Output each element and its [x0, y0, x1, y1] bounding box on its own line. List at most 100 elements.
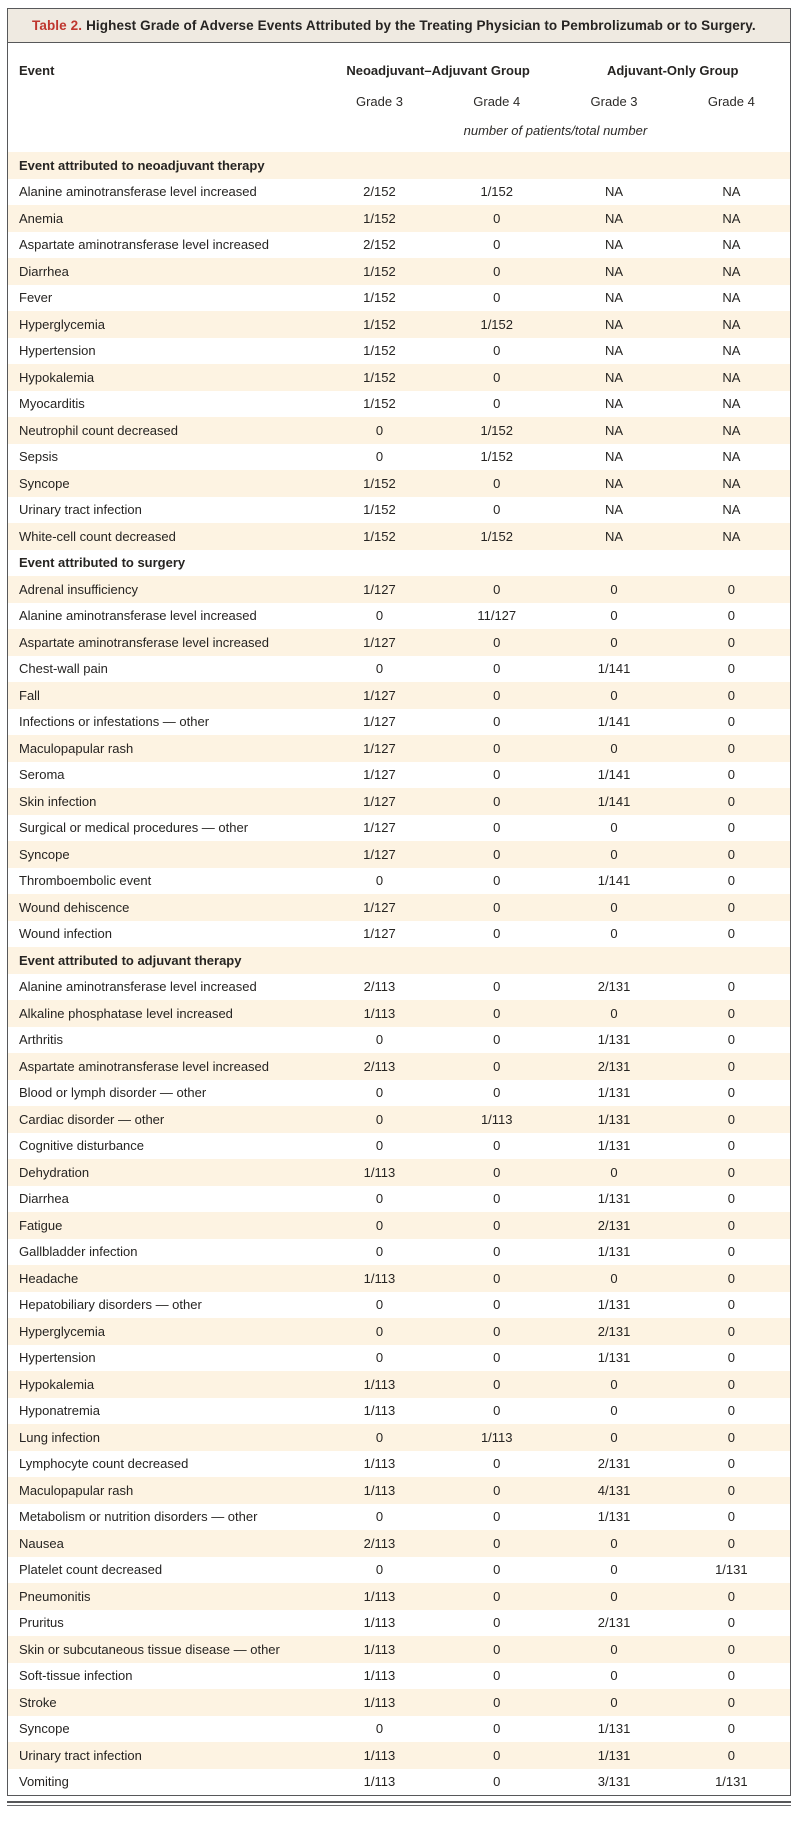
event-cell: Adrenal insufficiency: [8, 576, 321, 603]
event-cell: Diarrhea: [8, 258, 321, 285]
section-header-row: Event attributed to surgery: [8, 550, 790, 577]
value-cell: 0: [438, 1212, 556, 1239]
value-cell: 0: [438, 205, 556, 232]
value-cell: 0: [727, 1191, 735, 1207]
value-cell: 1/127: [363, 767, 396, 783]
value-cell: 2/131: [555, 1212, 673, 1239]
value-cell: 1/152: [320, 205, 439, 232]
value-cell: NA: [605, 343, 624, 359]
event-cell: Dehydration: [8, 1159, 321, 1186]
value-cell: 0: [438, 682, 556, 709]
table-row: Syncope 0 0 1/131 0: [8, 1716, 790, 1743]
table-row: Hypertension 1/152 0 NA NA: [8, 338, 790, 365]
value-cell: 0: [727, 767, 735, 783]
table-row: Nausea 2/113 0 0 0: [8, 1530, 790, 1557]
value-cell: 0: [672, 1371, 790, 1398]
value-cell: 0: [438, 258, 556, 285]
table-row: Blood or lymph disorder — other 0 0 1/131 0: [8, 1080, 790, 1107]
value-cell: 0: [555, 1265, 673, 1292]
value-cell: NA: [605, 449, 624, 465]
unit-note-row: number of patients/total number: [8, 122, 790, 152]
table-row: Urinary tract infection 1/152 0 NA NA: [8, 497, 790, 524]
section-header: Event attributed to surgery: [19, 555, 186, 571]
value-cell: 2/131: [597, 1456, 631, 1472]
value-cell: 1/127: [320, 841, 439, 868]
value-cell: NA: [672, 311, 790, 338]
value-cell: NA: [672, 258, 790, 285]
value-cell: 0: [493, 1509, 501, 1525]
value-cell: 0: [493, 1191, 501, 1207]
table-row: Urinary tract infection 1/113 0 1/131 0: [8, 1742, 790, 1769]
value-cell: 0: [727, 714, 735, 730]
value-cell: 0: [438, 629, 556, 656]
value-cell: 0: [493, 979, 501, 995]
value-cell: NA: [722, 396, 741, 412]
value-cell: 0: [375, 1138, 384, 1154]
value-cell: 1/131: [597, 1297, 631, 1313]
value-cell: NA: [605, 184, 624, 200]
table-row: Diarrhea 1/152 0 NA NA: [8, 258, 790, 285]
value-cell: 2/131: [555, 1053, 673, 1080]
value-cell: 0: [493, 926, 501, 942]
event-cell: Gallbladder infection: [19, 1244, 138, 1260]
value-cell: 0: [727, 1244, 735, 1260]
value-cell: 0: [438, 1742, 556, 1769]
event-cell: Syncope: [19, 1721, 70, 1737]
value-cell: 0: [493, 1562, 501, 1578]
event-cell: Cardiac disorder — other: [8, 1106, 321, 1133]
value-cell: NA: [555, 258, 673, 285]
table-row: Metabolism or nutrition disorders — othe…: [8, 1504, 790, 1531]
value-cell: NA: [555, 523, 673, 550]
value-cell: 0: [493, 873, 501, 889]
value-cell: 1/141: [555, 788, 673, 815]
value-cell: 0: [555, 1583, 673, 1610]
value-cell: 1/113: [320, 1583, 439, 1610]
value-cell: 1/152: [320, 311, 439, 338]
value-cell: 1/127: [320, 735, 439, 762]
event-cell: Nausea: [8, 1530, 321, 1557]
table-row: Wound infection 1/127 0 0 0: [8, 921, 790, 948]
table-row: Syncope 1/152 0 NA NA: [8, 470, 790, 497]
table-row: Maculopapular rash 1/127 0 0 0: [8, 735, 790, 762]
event-cell: Aspartate aminotransferase level increas…: [19, 237, 270, 253]
event-cell: Skin or subcutaneous tissue disease — ot…: [8, 1636, 321, 1663]
value-cell: 1/113: [320, 1000, 439, 1027]
value-cell: 0: [438, 894, 556, 921]
value-cell: 0: [727, 873, 735, 889]
value-cell: 1/152: [438, 417, 556, 444]
table-row: Hyperglycemia 0 0 2/131 0: [8, 1318, 790, 1345]
value-cell: 0: [672, 629, 790, 656]
value-cell: 0: [493, 343, 501, 359]
value-cell: 0: [672, 682, 790, 709]
table-row: Aspartate aminotransferase level increas…: [8, 1053, 790, 1080]
value-cell: 2/131: [597, 1615, 631, 1631]
value-cell: 0: [610, 926, 618, 942]
event-cell: Syncope: [8, 841, 321, 868]
table-row: Fever 1/152 0 NA NA: [8, 285, 790, 312]
event-cell: Neutrophil count decreased: [8, 417, 321, 444]
value-cell: 0: [493, 1668, 501, 1684]
value-cell: 0: [727, 661, 735, 677]
value-cell: 1/131: [555, 1742, 673, 1769]
value-cell: 0: [375, 608, 384, 624]
table-row: Headache 1/113 0 0 0: [8, 1265, 790, 1292]
table-row: Hypokalemia 1/113 0 0 0: [8, 1371, 790, 1398]
value-cell: 0: [555, 1159, 673, 1186]
value-cell: NA: [672, 364, 790, 391]
value-cell: NA: [605, 290, 624, 306]
table-2-box: Table 2. Highest Grade of Adverse Events …: [7, 8, 791, 1796]
event-cell: Hyperglycemia: [8, 311, 321, 338]
event-cell: Myocarditis: [19, 396, 85, 412]
table-row: Syncope 1/127 0 0 0: [8, 841, 790, 868]
value-cell: 2/113: [363, 979, 396, 995]
value-cell: NA: [722, 449, 741, 465]
value-cell: 1/127: [363, 820, 396, 836]
value-cell: NA: [722, 290, 741, 306]
event-cell: Fatigue: [8, 1212, 321, 1239]
table-row: Lymphocyte count decreased 1/113 0 2/131 0: [8, 1451, 790, 1478]
value-cell: 0: [493, 714, 501, 730]
table-row: Seroma 1/127 0 1/141 0: [8, 762, 790, 789]
value-cell: 0: [727, 608, 735, 624]
value-cell: 0: [555, 1000, 673, 1027]
value-cell: 0: [727, 1456, 735, 1472]
